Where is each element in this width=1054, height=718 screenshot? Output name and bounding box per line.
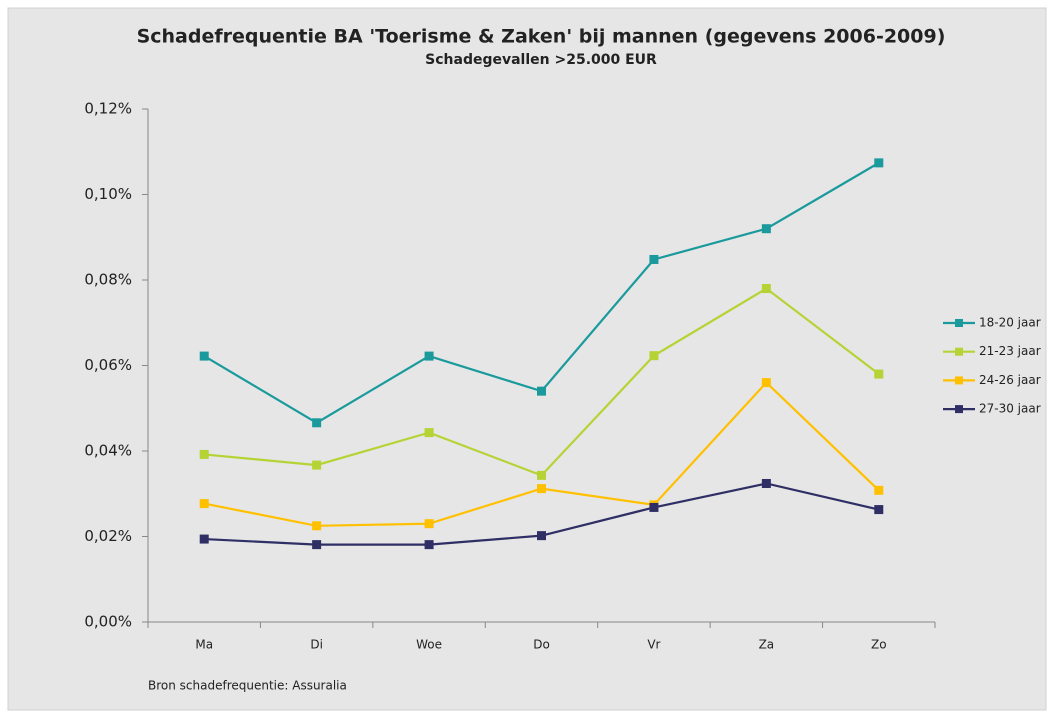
data-point	[424, 540, 434, 550]
chart-background	[7, 7, 1047, 711]
data-point	[874, 369, 884, 379]
data-point	[537, 484, 546, 494]
data-point	[649, 502, 659, 512]
data-point	[537, 470, 546, 480]
data-point	[874, 505, 884, 515]
legend-marker	[955, 376, 963, 385]
data-point	[761, 284, 771, 294]
data-point	[199, 534, 209, 544]
chart-subtitle: Schadegevallen >25.000 EUR	[425, 52, 657, 68]
data-point	[312, 460, 322, 470]
y-tick-label: 0,06%	[84, 356, 132, 374]
data-point	[424, 519, 434, 529]
x-tick-label: Woe	[416, 638, 442, 652]
x-tick-label: Di	[310, 638, 323, 652]
x-tick-label: Do	[533, 638, 550, 652]
data-point	[874, 158, 884, 168]
x-tick-label: Vr	[647, 638, 660, 652]
data-point	[312, 540, 322, 550]
data-point	[312, 521, 322, 531]
legend-marker	[955, 405, 963, 414]
data-point	[424, 351, 434, 361]
legend-label: 18-20 jaar	[979, 316, 1041, 330]
data-point	[649, 254, 659, 264]
data-point	[312, 418, 322, 428]
data-point	[199, 449, 209, 459]
legend-label: 21-23 jaar	[979, 344, 1041, 358]
data-point	[761, 224, 771, 234]
data-point	[199, 499, 209, 509]
y-tick-label: 0,08%	[84, 271, 132, 289]
y-tick-label: 0,12%	[84, 100, 132, 118]
x-tick-label: Ma	[195, 638, 213, 652]
y-tick-label: 0,10%	[84, 185, 132, 203]
legend-marker	[955, 347, 963, 356]
y-tick-label: 0,04%	[84, 442, 132, 460]
legend-label: 24-26 jaar	[979, 373, 1041, 387]
x-tick-label: Zo	[871, 638, 887, 652]
data-point	[537, 386, 546, 396]
data-point	[649, 351, 659, 361]
legend-marker	[955, 319, 963, 327]
x-tick-label: Za	[759, 638, 775, 652]
data-point	[761, 378, 771, 388]
source-note: Bron schadefrequentie: Assuralia	[148, 679, 347, 693]
data-point	[537, 531, 546, 541]
chart-title: Schadefrequentie BA 'Toerisme & Zaken' b…	[137, 26, 946, 48]
data-point	[199, 351, 209, 361]
legend-label: 27-30 jaar	[979, 402, 1041, 416]
data-point	[874, 485, 884, 495]
data-point	[424, 428, 434, 438]
y-tick-label: 0,02%	[84, 527, 132, 545]
data-point	[761, 478, 771, 488]
y-tick-label: 0,00%	[84, 613, 132, 631]
